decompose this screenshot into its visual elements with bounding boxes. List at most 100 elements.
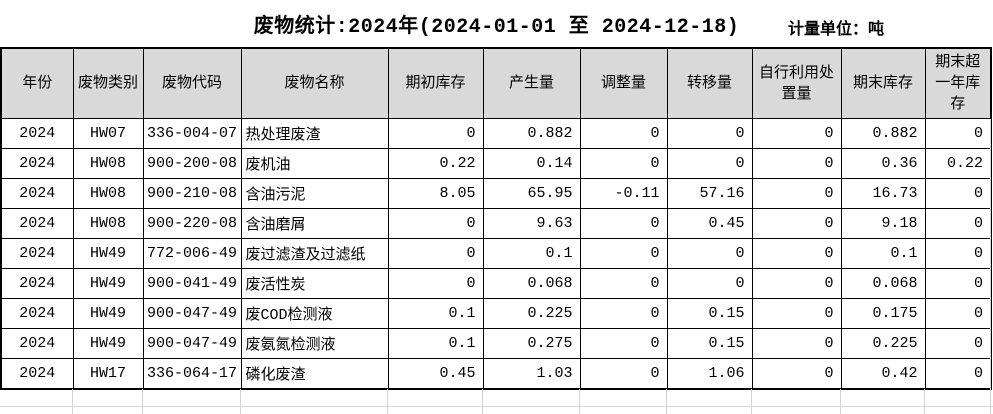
table-cell[interactable]: HW49 [72,298,144,329]
table-cell[interactable]: 0.22 [924,148,992,179]
table-cell[interactable]: HW49 [72,268,144,299]
table-cell[interactable]: HW49 [72,238,144,269]
table-cell[interactable]: 336-064-17 [142,358,242,390]
table-cell[interactable]: 0 [751,148,842,179]
table-cell[interactable]: 0 [579,328,668,359]
table-cell[interactable]: 0 [579,148,668,179]
table-cell[interactable]: 0 [751,118,842,149]
table-cell[interactable]: 0 [579,298,668,329]
table-cell[interactable]: 废过滤渣及过滤纸 [240,238,389,269]
column-header-4[interactable]: 期初库存 [387,47,484,119]
table-cell[interactable]: 2024 [0,178,74,209]
table-cell[interactable]: 0 [924,328,992,359]
table-cell[interactable]: 1.03 [482,358,581,390]
table-cell[interactable]: 0.882 [840,118,926,149]
table-cell[interactable]: 磷化废渣 [240,358,389,390]
column-header-9[interactable]: 期末库存 [840,47,926,119]
table-cell[interactable]: 0.882 [482,118,581,149]
table-cell[interactable]: 0.45 [666,208,753,239]
table-cell[interactable]: 0.068 [482,268,581,299]
table-cell[interactable]: HW07 [72,118,144,149]
column-header-2[interactable]: 废物代码 [142,47,242,119]
table-cell[interactable]: 0.36 [840,148,926,179]
table-cell[interactable]: 含油污泥 [240,178,389,209]
table-cell[interactable]: 57.16 [666,178,753,209]
table-cell[interactable]: 0 [751,328,842,359]
table-cell[interactable]: 0 [579,358,668,390]
table-cell[interactable]: 0 [666,268,753,299]
table-cell[interactable]: 0 [666,238,753,269]
table-cell[interactable]: 65.95 [482,178,581,209]
table-cell[interactable]: 废机油 [240,148,389,179]
table-cell[interactable]: 2024 [0,268,74,299]
table-cell[interactable]: HW17 [72,358,144,390]
table-cell[interactable]: 0 [751,298,842,329]
table-cell[interactable]: 0 [924,238,992,269]
table-cell[interactable]: 0 [387,238,484,269]
table-cell[interactable]: 0 [751,358,842,390]
column-header-1[interactable]: 废物类别 [72,47,144,119]
table-cell[interactable]: 0.22 [387,148,484,179]
table-cell[interactable]: 0.225 [482,298,581,329]
table-cell[interactable]: 2024 [0,358,74,390]
table-cell[interactable]: HW08 [72,178,144,209]
table-cell[interactable]: 0.068 [840,268,926,299]
table-cell[interactable]: 0.45 [387,358,484,390]
table-cell[interactable]: 0 [387,208,484,239]
table-cell[interactable]: 336-004-07 [142,118,242,149]
table-cell[interactable]: 热处理废渣 [240,118,389,149]
table-cell[interactable]: 2024 [0,298,74,329]
table-cell[interactable]: 2024 [0,328,74,359]
table-cell[interactable]: HW08 [72,148,144,179]
table-cell[interactable]: 900-210-08 [142,178,242,209]
table-cell[interactable]: 2024 [0,238,74,269]
table-cell[interactable]: 0 [751,268,842,299]
table-cell[interactable]: 0 [387,118,484,149]
table-cell[interactable]: 900-200-08 [142,148,242,179]
table-cell[interactable]: -0.11 [579,178,668,209]
table-cell[interactable]: 0 [924,268,992,299]
table-cell[interactable]: 0.14 [482,148,581,179]
table-cell[interactable]: 0.1 [387,298,484,329]
table-cell[interactable]: 0 [924,118,992,149]
table-cell[interactable]: 0 [751,238,842,269]
column-header-0[interactable]: 年份 [0,47,74,119]
table-cell[interactable]: 废活性炭 [240,268,389,299]
column-header-7[interactable]: 转移量 [666,47,753,119]
table-cell[interactable]: 0 [579,208,668,239]
column-header-8[interactable]: 自行利用处置量 [751,47,842,119]
table-cell[interactable]: 0 [666,148,753,179]
table-cell[interactable]: 0.1 [840,238,926,269]
table-cell[interactable]: 0 [387,268,484,299]
table-cell[interactable]: 0 [579,118,668,149]
table-cell[interactable]: 废氨氮检测液 [240,328,389,359]
column-header-5[interactable]: 产生量 [482,47,581,119]
column-header-10[interactable]: 期末超一年库存 [924,47,992,119]
table-cell[interactable]: 0 [924,298,992,329]
table-cell[interactable]: 0 [924,208,992,239]
table-cell[interactable]: 9.63 [482,208,581,239]
table-cell[interactable]: 0.175 [840,298,926,329]
table-cell[interactable]: 0 [579,238,668,269]
table-cell[interactable]: 900-047-49 [142,328,242,359]
table-cell[interactable]: HW49 [72,328,144,359]
column-header-3[interactable]: 废物名称 [240,47,389,119]
table-cell[interactable]: 2024 [0,148,74,179]
table-cell[interactable]: 0.275 [482,328,581,359]
table-cell[interactable]: 0.42 [840,358,926,390]
table-cell[interactable]: 0 [924,178,992,209]
table-cell[interactable]: 0.225 [840,328,926,359]
table-cell[interactable]: 0 [666,118,753,149]
table-cell[interactable]: HW08 [72,208,144,239]
table-cell[interactable]: 0 [924,358,992,390]
table-cell[interactable]: 废COD检测液 [240,298,389,329]
table-cell[interactable]: 16.73 [840,178,926,209]
table-cell[interactable]: 含油磨屑 [240,208,389,239]
table-cell[interactable]: 8.05 [387,178,484,209]
table-cell[interactable]: 0.1 [482,238,581,269]
table-cell[interactable]: 0.15 [666,298,753,329]
table-cell[interactable]: 900-041-49 [142,268,242,299]
table-cell[interactable]: 0.1 [387,328,484,359]
table-cell[interactable]: 2024 [0,118,74,149]
table-cell[interactable]: 0.15 [666,328,753,359]
